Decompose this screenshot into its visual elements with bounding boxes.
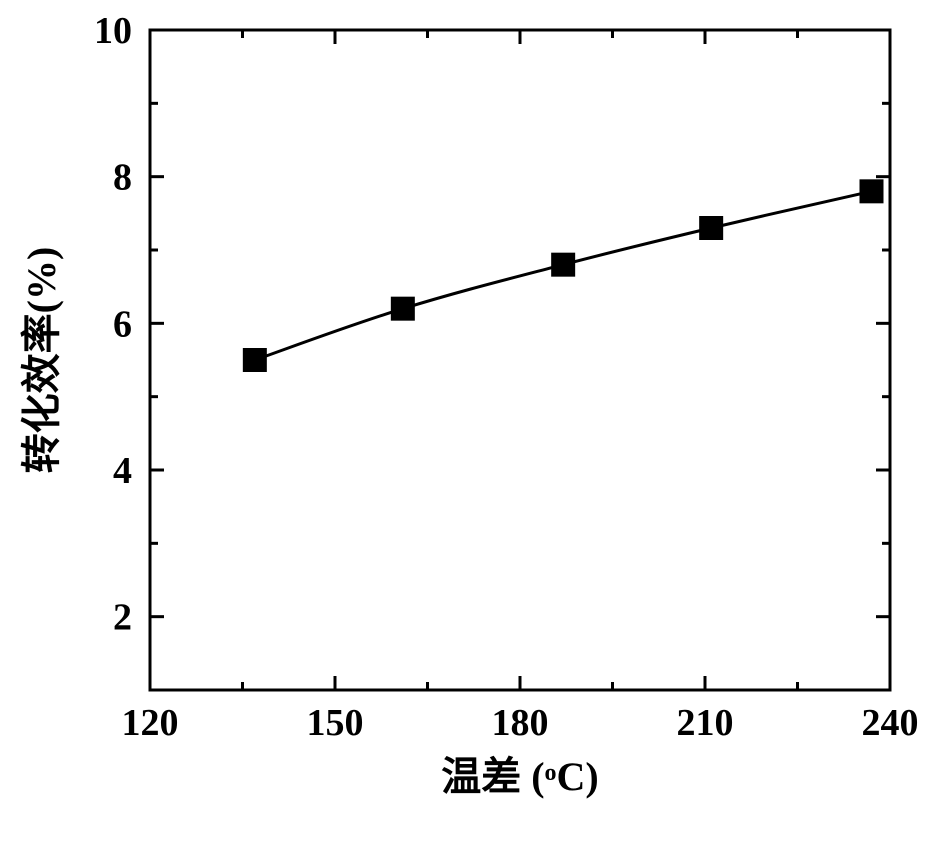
chart-container: 120 150 180 210 240 2 4 6 8 10 温差 (oC) 转化效率(%) [0, 0, 948, 845]
y-axis-label: 转化效率(%) [19, 247, 64, 474]
chart-svg: 120 150 180 210 240 2 4 6 8 10 温差 (oC) 转化效率(%) [0, 0, 948, 845]
series-marker-conversion-efficiency [551, 253, 575, 277]
x-tick-label: 240 [862, 702, 919, 744]
y-tick-label: 8 [113, 157, 132, 199]
x-tick-label: 180 [492, 702, 549, 744]
y-tick-label: 6 [113, 303, 132, 345]
series-marker-conversion-efficiency [243, 348, 267, 372]
x-tick-label: 210 [677, 702, 734, 744]
x-tick-label: 150 [307, 702, 364, 744]
x-tick-label: 120 [122, 702, 179, 744]
series-marker-conversion-efficiency [699, 216, 723, 240]
series-marker-conversion-efficiency [391, 297, 415, 321]
series-marker-conversion-efficiency [860, 179, 884, 203]
x-axis-label: 温差 (oC) [441, 754, 599, 799]
y-tick-label: 10 [94, 10, 132, 52]
y-tick-label: 2 [113, 597, 132, 639]
y-tick-label: 4 [113, 450, 132, 492]
